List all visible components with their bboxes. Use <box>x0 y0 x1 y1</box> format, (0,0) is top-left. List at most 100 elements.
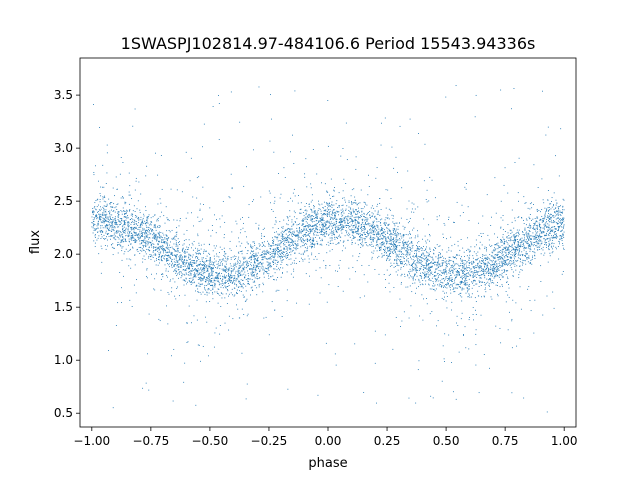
data-point <box>465 263 467 265</box>
data-point <box>200 293 202 295</box>
data-point <box>139 233 141 235</box>
data-point <box>99 216 101 218</box>
data-point <box>178 263 180 265</box>
data-point <box>500 227 502 229</box>
data-point <box>434 275 435 276</box>
data-point <box>230 280 232 282</box>
data-point <box>252 251 254 253</box>
data-point <box>208 278 210 280</box>
data-point <box>457 325 459 326</box>
data-point <box>485 273 487 275</box>
data-point <box>473 271 475 273</box>
data-point <box>387 225 389 226</box>
data-point <box>432 273 434 275</box>
data-point <box>428 284 430 286</box>
data-point <box>296 233 298 235</box>
data-point <box>330 178 332 180</box>
data-point <box>165 259 167 261</box>
data-point <box>509 265 511 267</box>
data-point <box>363 212 365 214</box>
data-point <box>326 244 328 246</box>
data-point <box>223 250 225 252</box>
data-point <box>224 221 226 223</box>
data-point <box>503 255 505 257</box>
data-point <box>120 239 122 241</box>
data-point <box>221 249 223 250</box>
data-point <box>287 254 289 256</box>
data-point <box>355 202 357 204</box>
data-point <box>302 254 304 256</box>
data-point <box>493 267 495 269</box>
data-point <box>364 231 366 233</box>
data-point <box>445 267 447 269</box>
data-point <box>444 361 445 362</box>
data-point <box>553 231 555 233</box>
data-point <box>319 224 321 226</box>
data-point <box>426 246 427 248</box>
data-point <box>501 249 503 251</box>
data-point <box>419 256 421 258</box>
data-point <box>292 276 294 278</box>
data-point <box>260 262 262 264</box>
data-point <box>345 209 347 211</box>
data-point <box>234 264 236 266</box>
data-point <box>251 255 253 257</box>
data-point <box>474 297 476 299</box>
data-point <box>537 246 539 248</box>
data-point <box>314 211 316 213</box>
data-point <box>241 253 243 255</box>
data-point <box>385 189 387 191</box>
data-point <box>141 234 143 236</box>
data-point <box>312 218 314 220</box>
data-point <box>530 244 532 246</box>
data-point <box>251 268 253 269</box>
data-point <box>343 197 345 199</box>
data-point <box>98 253 100 255</box>
data-point <box>411 211 412 213</box>
data-point <box>197 344 199 346</box>
data-point <box>406 259 408 261</box>
data-point <box>188 257 190 259</box>
data-point <box>424 143 426 145</box>
data-point <box>525 263 527 265</box>
data-point <box>542 249 544 251</box>
data-point <box>369 216 371 218</box>
data-point <box>420 254 422 256</box>
data-point <box>210 273 212 275</box>
data-point <box>124 224 126 226</box>
data-point <box>361 211 363 213</box>
data-point <box>300 231 302 232</box>
data-point <box>151 246 153 248</box>
data-point <box>420 272 421 274</box>
data-point <box>184 265 186 267</box>
data-point <box>108 219 110 221</box>
data-point <box>112 187 114 189</box>
data-point <box>199 291 201 293</box>
data-point <box>448 276 450 278</box>
data-point <box>521 231 523 232</box>
data-point <box>524 202 526 204</box>
data-point <box>215 272 217 274</box>
data-point <box>158 247 160 249</box>
data-point <box>173 265 175 267</box>
data-point <box>396 261 398 263</box>
data-point <box>364 202 366 204</box>
data-point <box>225 282 227 283</box>
data-point <box>490 266 491 268</box>
data-point <box>466 250 468 251</box>
data-point <box>541 231 543 233</box>
data-point <box>548 235 550 236</box>
data-point <box>464 280 466 282</box>
data-point <box>142 217 144 219</box>
data-point <box>458 265 460 267</box>
data-point <box>202 146 203 148</box>
data-point <box>562 205 564 207</box>
data-point <box>558 206 560 207</box>
data-point <box>392 217 394 219</box>
data-point <box>117 237 119 239</box>
data-point <box>545 235 547 237</box>
data-point <box>555 229 557 230</box>
data-point <box>228 269 230 271</box>
data-point <box>517 246 519 248</box>
data-point <box>131 198 133 200</box>
